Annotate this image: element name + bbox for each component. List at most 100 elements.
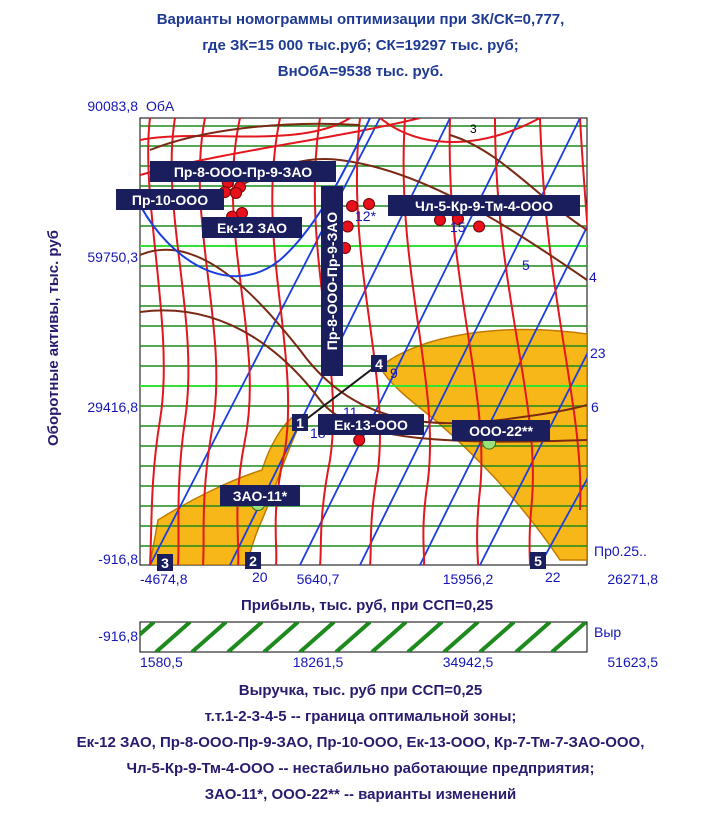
label-ooo-22: ООО-22** xyxy=(452,420,550,441)
svg-text:3: 3 xyxy=(161,555,169,571)
red-isoline xyxy=(140,118,351,141)
revenue-hatch-stroke xyxy=(478,622,516,652)
red-isoline xyxy=(355,118,382,565)
red-isoline xyxy=(379,118,541,143)
svg-text:Пр-8-ООО-Пр-9-ЗАО: Пр-8-ООО-Пр-9-ЗАО xyxy=(174,164,312,180)
red-isoline xyxy=(579,118,587,235)
svg-text:ЗАО-11*: ЗАО-11* xyxy=(233,488,288,504)
revenue-axis-title: Выручка, тыс. руб при ССП=0,25 xyxy=(238,682,483,699)
revenue-hatch-stroke xyxy=(154,622,192,652)
curve-number: 15 xyxy=(450,219,466,235)
unstable-enterprise-dot xyxy=(230,187,242,199)
red-isoline xyxy=(402,118,432,565)
x-tick-label: -4674,8 xyxy=(140,571,188,587)
boundary-line-1-4 xyxy=(299,362,381,425)
boundary-point-4: 4 xyxy=(371,355,387,372)
x-tick-label: 5640,7 xyxy=(297,571,340,587)
brown-isoline xyxy=(140,248,587,425)
curve-number: 4 xyxy=(589,269,597,285)
legend-unstable-list: Ек-12 ЗАО, Пр-8-ООО-Пр-9-ЗАО, Пр-10-ООО,… xyxy=(76,734,645,751)
curve-numbers: 3 4 5 6 9 11 12* 15 18 20 22 23 xyxy=(252,122,606,585)
brown-isoline xyxy=(149,122,361,151)
revenue-hatch-stroke xyxy=(442,622,480,652)
red-isoline xyxy=(231,118,251,565)
chart-title-line-1: Варианты номограммы оптимизации при ЗК/С… xyxy=(156,11,565,28)
revenue-axis: -916,8 Выр 1580,5 18261,5 34942,5 51623,… xyxy=(98,624,658,670)
label-zao-11: ЗАО-11* xyxy=(220,485,300,506)
revenue-x-tick: 51623,5 xyxy=(607,654,658,670)
legend-boundary: т.т.1-2-3-4-5 -- граница оптимальной зон… xyxy=(204,708,517,725)
revenue-hatch-stroke xyxy=(550,622,587,652)
curve-number: 3 xyxy=(470,122,477,136)
curve-number: 5 xyxy=(522,257,530,273)
revenue-hatch-stroke xyxy=(334,622,372,652)
unstable-enterprise-dot xyxy=(353,434,366,447)
right-axis-label: Пр0.25.. xyxy=(594,543,647,559)
x-tick-label: 26271,8 xyxy=(607,571,658,587)
curve-number: 23 xyxy=(590,345,606,361)
svg-text:Пр-8-ООО-Пр-9-ЗАО: Пр-8-ООО-Пр-9-ЗАО xyxy=(324,212,340,350)
svg-text:ООО-22**: ООО-22** xyxy=(469,423,533,439)
unstable-enterprise-dot xyxy=(434,214,446,226)
svg-text:Ек-12 ЗАО: Ек-12 ЗАО xyxy=(217,220,287,236)
x-axis-title: Прибыль, тыс. руб, при ССП=0,25 xyxy=(241,597,493,614)
revenue-hatch-stroke xyxy=(298,622,336,652)
boundary-points: 1 2 3 4 5 xyxy=(157,355,546,571)
revenue-x-tick: 1580,5 xyxy=(140,654,183,670)
blue-diagonal-line xyxy=(479,352,587,565)
blue-isoline xyxy=(140,118,371,278)
red-isoline xyxy=(271,118,290,565)
unstable-enterprise-dot xyxy=(236,207,248,219)
unstable-enterprise-dot xyxy=(346,200,358,212)
chart-title-line-3: ВнОбА=9538 тыс. руб. xyxy=(277,63,444,80)
legend-unstable-desc: Чл-5-Кр-9-Тм-4-ООО -- нестабильно работа… xyxy=(126,760,595,777)
enterprise-labels: Пр-8-ООО-Пр-9-ЗАО Пр-10-ООО Ек-12 ЗАО Пр… xyxy=(116,161,580,506)
revenue-hatch-stroke xyxy=(514,622,552,652)
label-chl5-kr9-tm4-ooo: Чл-5-Кр-9-Тм-4-ООО xyxy=(388,195,580,216)
label-pr8-ooo-pr9-zao-top: Пр-8-ООО-Пр-9-ЗАО xyxy=(150,161,336,182)
revenue-x-tick: 18261,5 xyxy=(293,654,344,670)
revenue-x-tick: 34942,5 xyxy=(443,654,494,670)
svg-text:Ек-13-ООО: Ек-13-ООО xyxy=(334,417,408,433)
svg-text:5: 5 xyxy=(534,553,542,569)
unstable-enterprise-dot xyxy=(363,198,375,210)
revenue-y-tick: -916,8 xyxy=(98,628,138,644)
curve-number: 6 xyxy=(591,399,599,415)
brown-isolines xyxy=(140,122,587,443)
curve-number: 9 xyxy=(390,365,398,381)
chart-title-line-2: где ЗК=15 000 тыс.руб; СК=19297 тыс. руб… xyxy=(202,37,519,54)
brown-isoline xyxy=(449,134,587,231)
revenue-hatch-stroke xyxy=(226,622,264,652)
label-pr10-ooo: Пр-10-ООО xyxy=(116,189,224,210)
curve-number: 20 xyxy=(252,569,268,585)
boundary-point-2: 2 xyxy=(245,552,261,569)
blue-diagonal-line xyxy=(299,118,521,565)
brown-isoline xyxy=(140,309,587,443)
label-ek13-ooo: Ек-13-ООО xyxy=(318,414,424,435)
boundary-point-1: 1 xyxy=(292,414,308,431)
revenue-hatch-stroke xyxy=(406,622,444,652)
main-axes: ОбА 90083,8 59750,3 29416,8 -916,8 -4674… xyxy=(45,98,658,614)
label-pr8-ooo-pr9-zao-vertical: Пр-8-ООО-Пр-9-ЗАО xyxy=(321,186,343,376)
curve-number: 22 xyxy=(545,569,561,585)
boundary-point-3: 3 xyxy=(157,554,173,571)
revenue-hatch-stroke xyxy=(262,622,300,652)
revenue-hatch-stroke xyxy=(370,622,408,652)
unstable-enterprise-dot xyxy=(341,220,354,233)
y-tick-label: 59750,3 xyxy=(87,249,138,265)
curve-number: 12* xyxy=(355,208,377,224)
svg-text:Чл-5-Кр-9-Тм-4-ООО: Чл-5-Кр-9-Тм-4-ООО xyxy=(415,198,553,214)
corner-axis-label: ОбА xyxy=(146,98,175,114)
svg-text:Пр-10-ООО: Пр-10-ООО xyxy=(132,192,208,208)
revenue-axis-label: Выр xyxy=(594,624,621,640)
y-tick-label: 90083,8 xyxy=(87,98,138,114)
svg-text:2: 2 xyxy=(249,553,257,569)
x-tick-label: 15956,2 xyxy=(443,571,494,587)
revenue-hatch-stroke xyxy=(140,622,156,638)
boundary-point-5: 5 xyxy=(530,552,546,569)
y-axis-title: Оборотные активы, тыс. руб xyxy=(45,230,62,446)
svg-text:4: 4 xyxy=(375,356,383,372)
red-isoline xyxy=(539,118,582,511)
unstable-enterprise-dot xyxy=(473,220,486,233)
